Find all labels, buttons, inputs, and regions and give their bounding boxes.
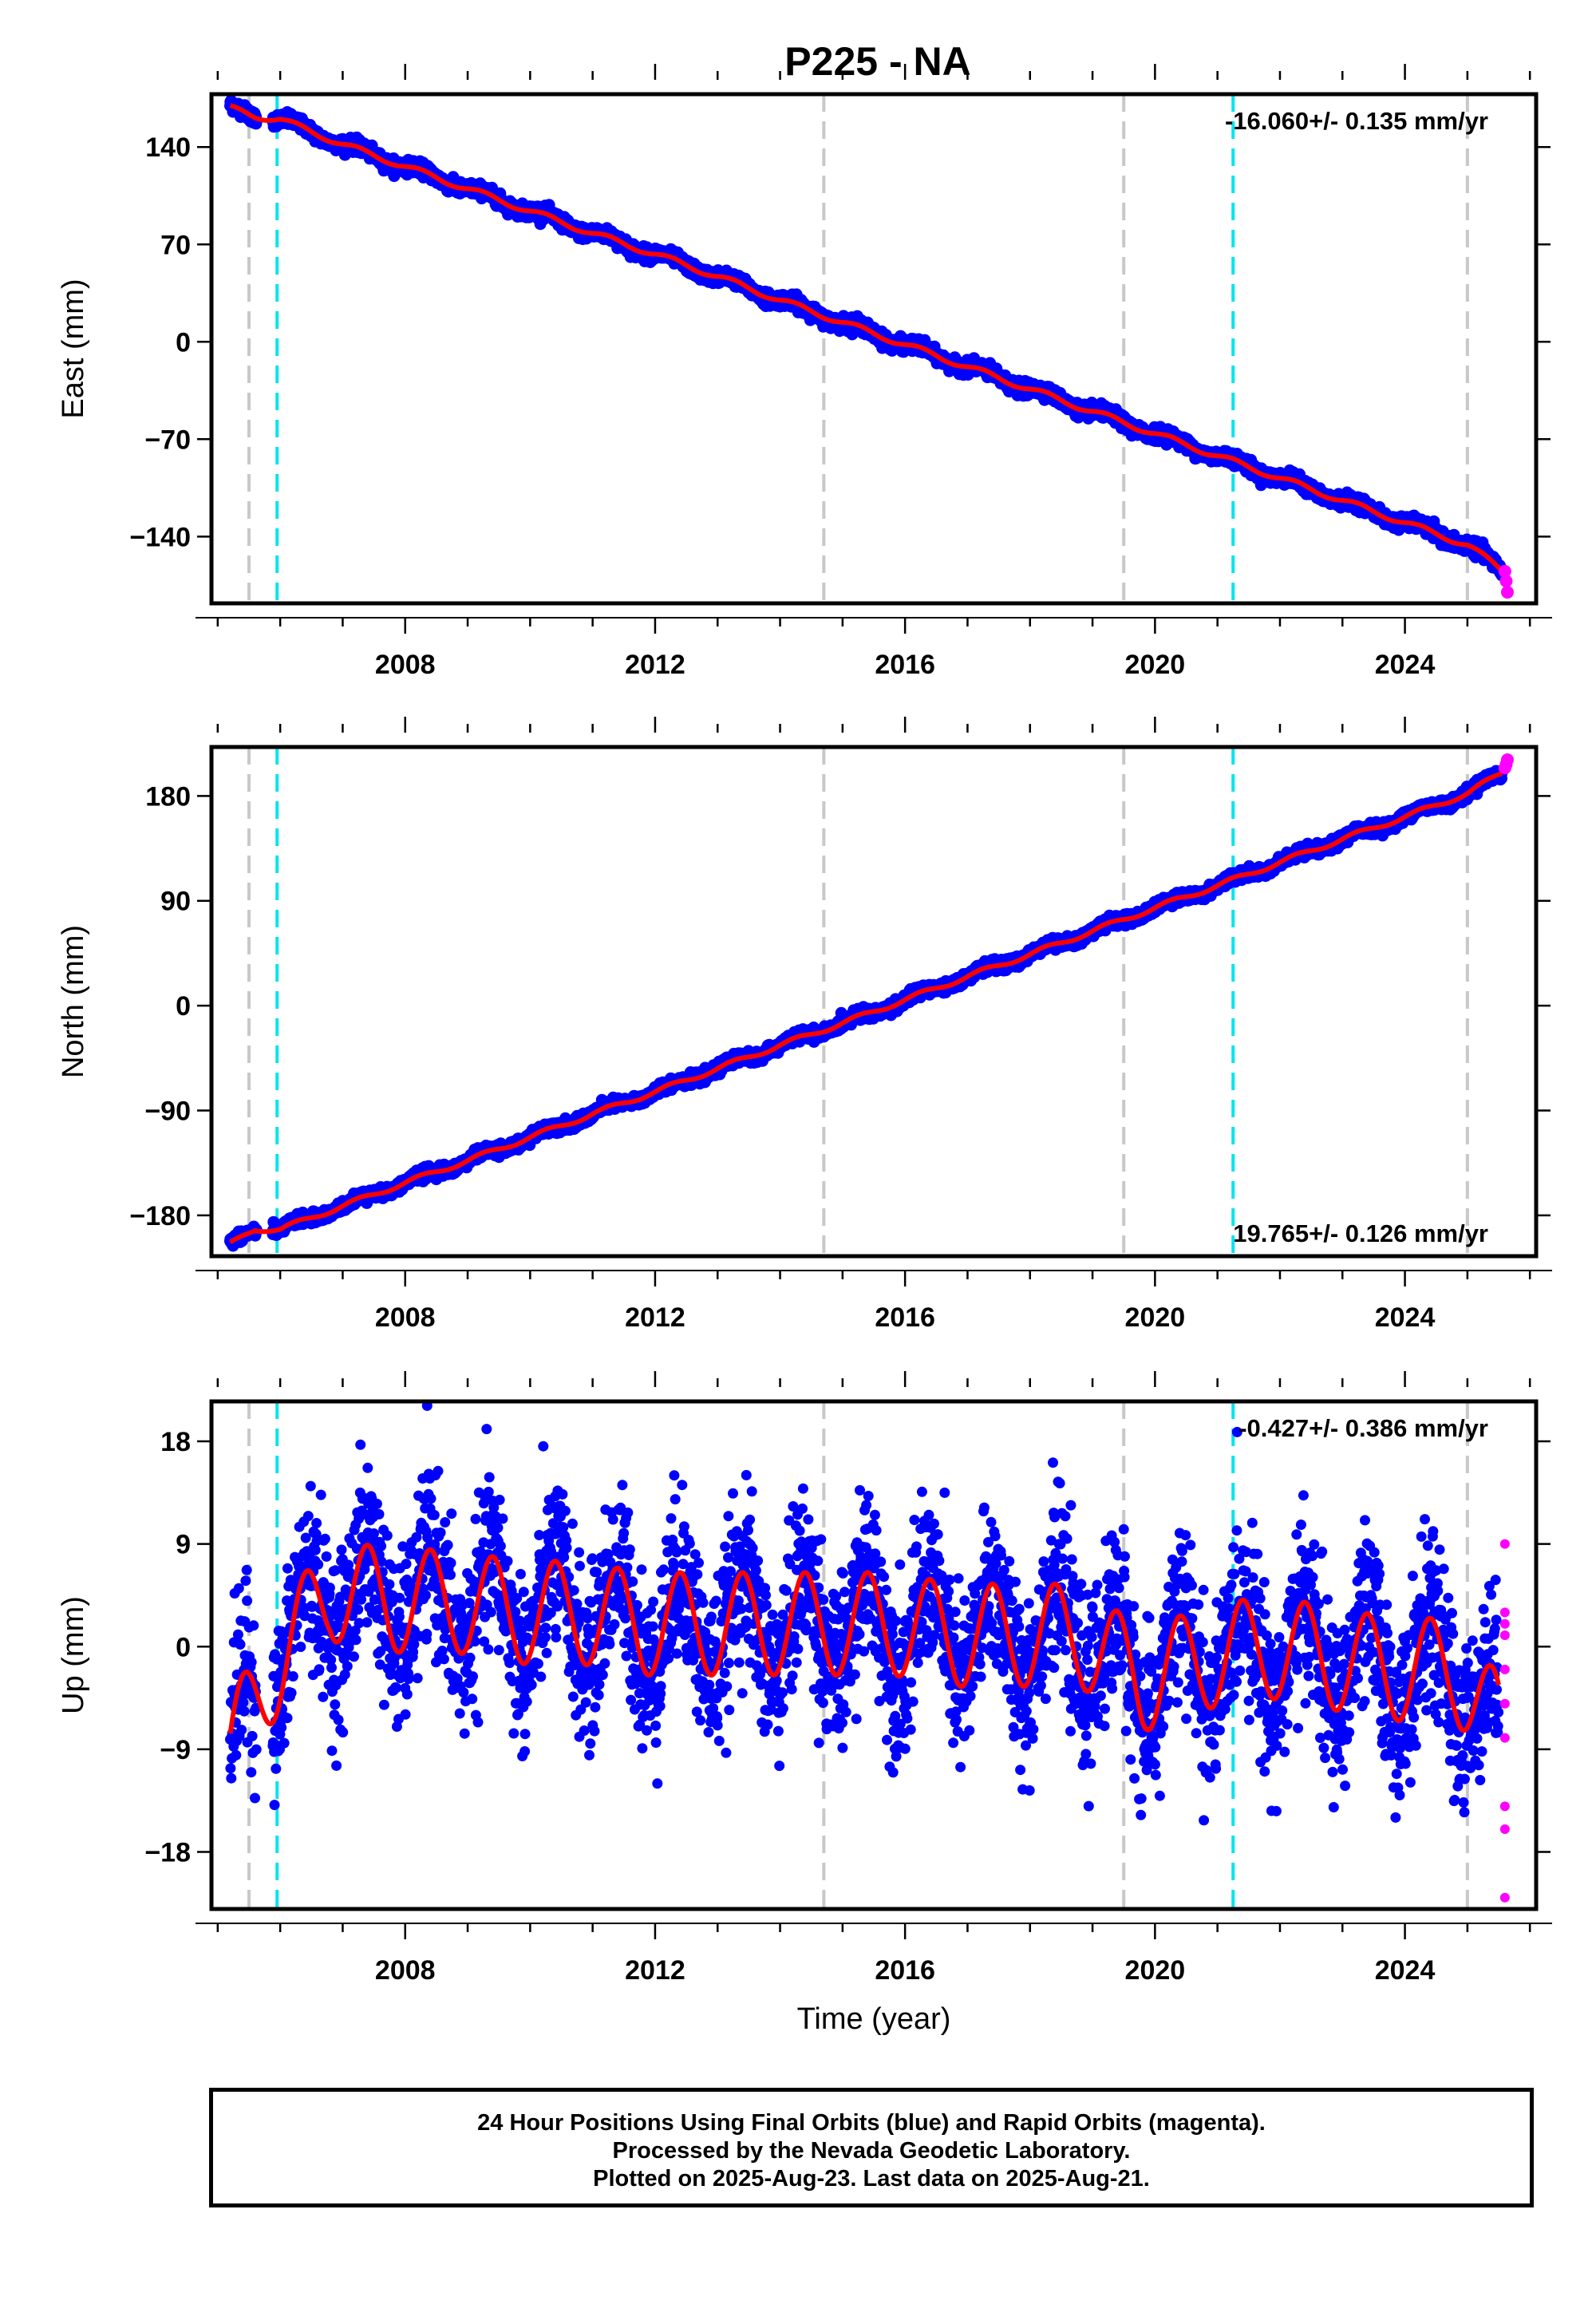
y-tick-label: −140	[129, 522, 191, 552]
y-tick-label: 70	[160, 230, 191, 260]
x-tick-label: 2016	[875, 650, 935, 680]
page-title: P225 - NA	[784, 39, 971, 84]
x-tick-label: 2024	[1375, 650, 1436, 680]
plot-area	[224, 94, 1514, 603]
y-tick-label: −70	[144, 425, 191, 455]
y-tick-label: 140	[145, 132, 191, 163]
rapid-orbit-point	[1500, 586, 1514, 599]
y-axis-label: East (mm)	[57, 279, 90, 418]
x-tick-label: 2008	[375, 650, 436, 680]
east-panel: 2008 2012 2016 2020 2024 −140 −70 0 70 140 East (m…	[57, 64, 1552, 680]
plot-area	[224, 747, 1514, 1256]
velocity-annotation: -16.060+/- 0.135 mm/yr	[1225, 107, 1488, 135]
rapid-orbit-points	[1498, 564, 1514, 599]
y-tick-label: 0	[176, 327, 191, 358]
x-tick-label: 2012	[625, 650, 685, 680]
rapid-orbit-point	[1499, 575, 1513, 588]
x-tick-label: 2020	[1125, 650, 1186, 680]
